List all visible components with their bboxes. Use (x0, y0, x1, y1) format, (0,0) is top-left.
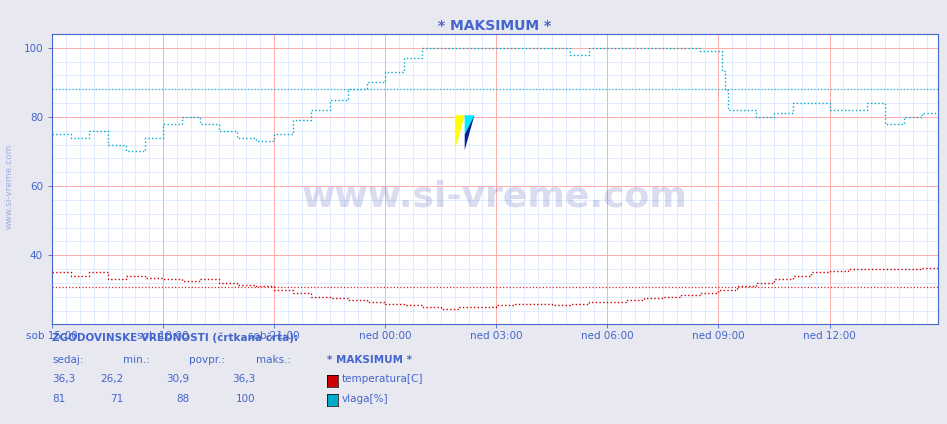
Text: vlaga[%]: vlaga[%] (342, 394, 388, 404)
Polygon shape (465, 115, 474, 134)
Text: www.si-vreme.com: www.si-vreme.com (302, 180, 688, 214)
Text: maks.:: maks.: (256, 354, 291, 365)
Title: * MAKSIMUM *: * MAKSIMUM * (438, 19, 551, 33)
Text: ZGODOVINSKE VREDNOSTI (črtkana črta):: ZGODOVINSKE VREDNOSTI (črtkana črta): (52, 333, 298, 343)
Text: sedaj:: sedaj: (52, 354, 83, 365)
Text: 100: 100 (236, 394, 256, 404)
Text: 36,3: 36,3 (52, 374, 76, 385)
Text: 71: 71 (110, 394, 123, 404)
Text: www.si-vreme.com: www.si-vreme.com (5, 144, 14, 229)
Polygon shape (465, 115, 474, 150)
Text: 88: 88 (176, 394, 189, 404)
Text: * MAKSIMUM *: * MAKSIMUM * (327, 354, 412, 365)
Text: min.:: min.: (123, 354, 150, 365)
Polygon shape (455, 115, 465, 150)
Text: 26,2: 26,2 (99, 374, 123, 385)
Text: povpr.:: povpr.: (189, 354, 225, 365)
Text: 30,9: 30,9 (167, 374, 189, 385)
Text: 36,3: 36,3 (232, 374, 256, 385)
Text: temperatura[C]: temperatura[C] (342, 374, 423, 385)
Text: 81: 81 (52, 394, 65, 404)
